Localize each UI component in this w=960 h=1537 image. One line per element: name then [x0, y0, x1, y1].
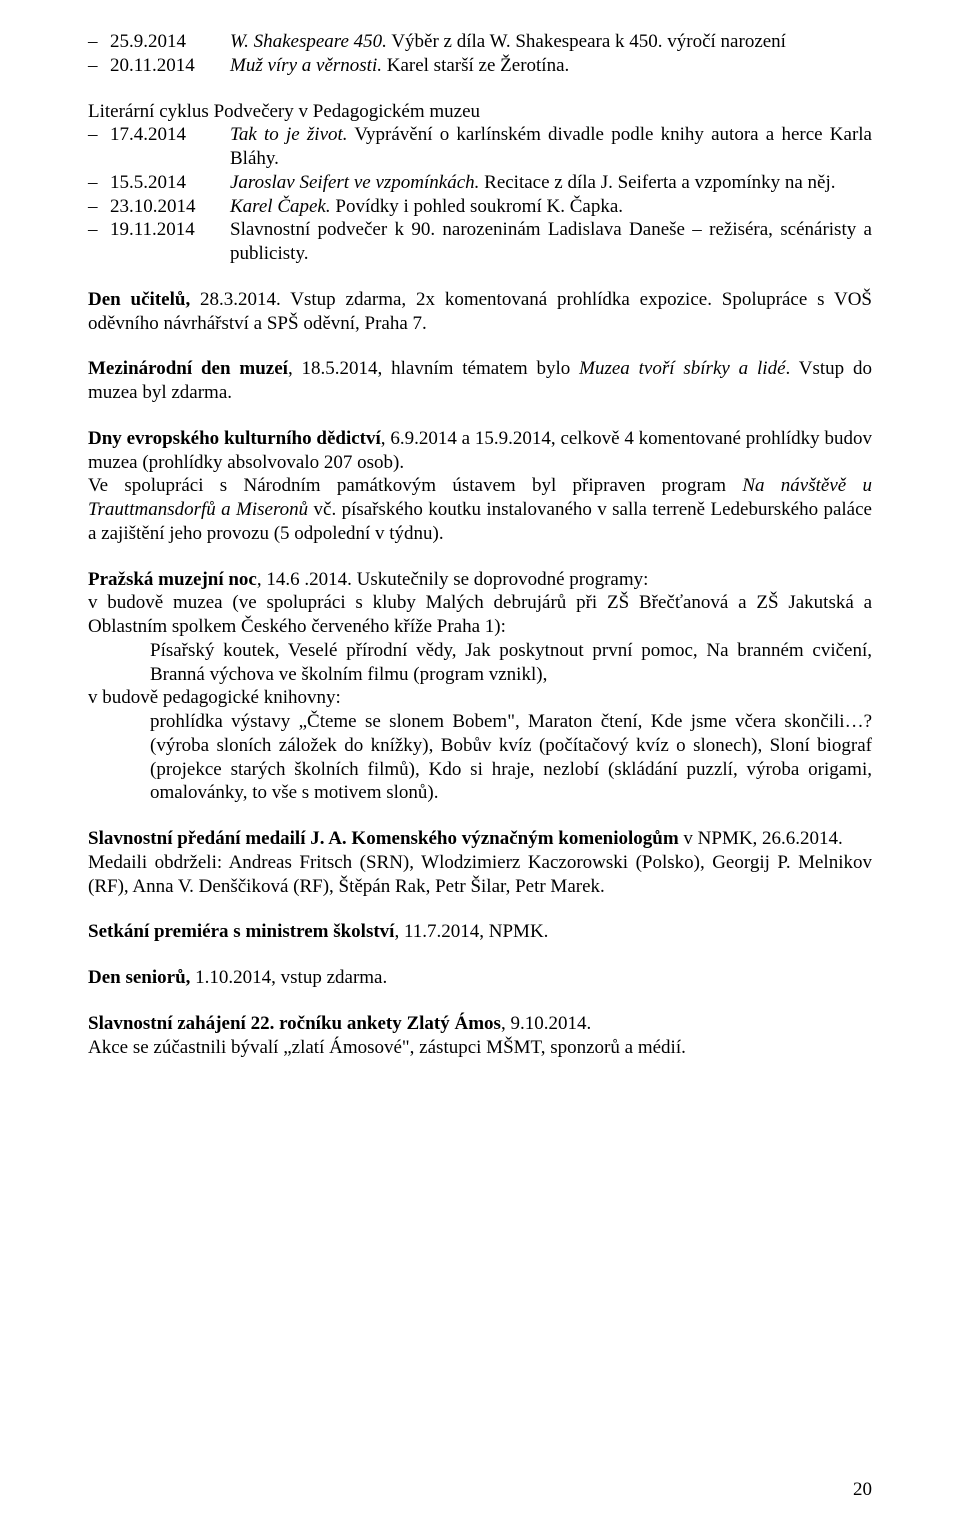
document-page: – 25.9.2014 W. Shakespeare 450. Výběr z …: [0, 0, 960, 1537]
para-text: v NPMK, 26.6.2014.: [683, 828, 842, 849]
event-row: – 15.5.2014 Jaroslav Seifert ve vzpomínk…: [88, 171, 872, 195]
event-row: – 23.10.2014 Karel Čapek. Povídky i pohl…: [88, 195, 872, 219]
event-text: Recitace z díla J. Seiferta a vzpomínky …: [479, 172, 835, 193]
event-desc: W. Shakespeare 450. Výběr z díla W. Shak…: [230, 30, 872, 54]
event-date: 17.4.2014: [110, 123, 230, 147]
event-text: Výběr z díla W. Shakespeara k 450. výroč…: [387, 31, 786, 52]
paragraph-mezinarodni-den: Mezinárodní den muzeí, 18.5.2014, hlavní…: [88, 357, 872, 405]
para-text: Ve spolupráci s Národním památkovým ústa…: [88, 475, 742, 496]
event-date: 25.9.2014: [110, 30, 230, 54]
event-text: Slavnostní podvečer k 90. narozeninám La…: [230, 219, 872, 264]
event-date: 23.10.2014: [110, 195, 230, 219]
bullet-dash: –: [88, 123, 110, 147]
bullet-dash: –: [88, 171, 110, 195]
para-bold: Slavnostní předání medailí J. A. Komensk…: [88, 828, 683, 849]
para-bold: Setkání premiéra s ministrem školství: [88, 921, 394, 942]
para-bold: Dny evropského kulturního dědictví: [88, 428, 381, 449]
event-row: – 25.9.2014 W. Shakespeare 450. Výběr z …: [88, 30, 872, 54]
event-row: – 17.4.2014 Tak to je život. Vyprávění o…: [88, 123, 872, 171]
para-text: , 9.10.2014.: [501, 1013, 591, 1034]
event-desc: Tak to je život. Vyprávění o karlínském …: [230, 123, 872, 171]
noc-line-muzeum: v budově muzea (ve spolupráci s kluby Ma…: [88, 591, 872, 639]
paragraph-medaile-2: Medaili obdrželi: Andreas Fritsch (SRN),…: [88, 851, 872, 899]
para-text: , 11.7.2014, NPMK.: [394, 921, 548, 942]
para-bold: Mezinárodní den muzeí: [88, 358, 288, 379]
event-desc: Jaroslav Seifert ve vzpomínkách. Recitac…: [230, 171, 872, 195]
event-desc: Karel Čapek. Povídky i pohled soukromí K…: [230, 195, 872, 219]
paragraph-muzejni-noc: Pražská muzejní noc, 14.6 .2014. Uskuteč…: [88, 568, 872, 592]
paragraph-den-senioru: Den seniorů, 1.10.2014, vstup zdarma.: [88, 966, 872, 990]
para-text: , 18.5.2014, hlavním tématem bylo: [288, 358, 579, 379]
paragraph-zlaty-amos-2: Akce se zúčastnili bývalí „zlatí Ámosové…: [88, 1036, 872, 1060]
bullet-dash: –: [88, 218, 110, 242]
paragraph-den-ucitelu: Den učitelů, 28.3.2014. Vstup zdarma, 2x…: [88, 288, 872, 336]
event-date: 15.5.2014: [110, 171, 230, 195]
section-heading: Literární cyklus Podvečery v Pedagogické…: [88, 100, 872, 124]
event-title-italic: W. Shakespeare 450.: [230, 31, 387, 52]
event-date: 19.11.2014: [110, 218, 230, 242]
paragraph-medaile: Slavnostní předání medailí J. A. Komensk…: [88, 827, 872, 851]
noc-indent-2: prohlídka výstavy „Čteme se slonem Bobem…: [150, 710, 872, 805]
paragraph-dny-evropskeho-2: Ve spolupráci s Národním památkovým ústa…: [88, 474, 872, 545]
event-desc: Muž víry a věrnosti. Karel starší ze Žer…: [230, 54, 872, 78]
paragraph-setkani: Setkání premiéra s ministrem školství, 1…: [88, 920, 872, 944]
bullet-dash: –: [88, 30, 110, 54]
paragraph-zlaty-amos: Slavnostní zahájení 22. ročníku ankety Z…: [88, 1012, 872, 1036]
event-desc: Slavnostní podvečer k 90. narozeninám La…: [230, 218, 872, 266]
para-text: 28.3.2014. Vstup zdarma, 2x komentovaná …: [88, 289, 872, 334]
para-italic: Muzea tvoří sbírky a lidé: [579, 358, 785, 379]
para-text: 1.10.2014, vstup zdarma.: [195, 967, 387, 988]
para-bold: Slavnostní zahájení 22. ročníku ankety Z…: [88, 1013, 501, 1034]
bullet-dash: –: [88, 195, 110, 219]
bullet-dash: –: [88, 54, 110, 78]
paragraph-dny-evropskeho: Dny evropského kulturního dědictví, 6.9.…: [88, 427, 872, 475]
noc-indent-1: Písařský koutek, Veselé přírodní vědy, J…: [150, 639, 872, 687]
event-text: Karel starší ze Žerotína.: [382, 55, 569, 76]
page-number: 20: [853, 1479, 872, 1501]
event-text: Povídky i pohled soukromí K. Čapka.: [331, 196, 623, 217]
event-title-italic: Muž víry a věrnosti.: [230, 55, 382, 76]
para-bold: Pražská muzejní noc: [88, 569, 257, 590]
para-text: , 14.6 .2014. Uskutečnily se doprovodné …: [257, 569, 649, 590]
para-bold: Den seniorů,: [88, 967, 195, 988]
event-title-italic: Jaroslav Seifert ve vzpomínkách.: [230, 172, 479, 193]
event-title-italic: Karel Čapek.: [230, 196, 331, 217]
event-row: – 19.11.2014 Slavnostní podvečer k 90. n…: [88, 218, 872, 266]
event-row: – 20.11.2014 Muž víry a věrnosti. Karel …: [88, 54, 872, 78]
event-title-italic: Tak to je život.: [230, 124, 348, 145]
event-date: 20.11.2014: [110, 54, 230, 78]
noc-line-knihovna: v budově pedagogické knihovny:: [88, 686, 872, 710]
para-bold: Den učitelů,: [88, 289, 200, 310]
